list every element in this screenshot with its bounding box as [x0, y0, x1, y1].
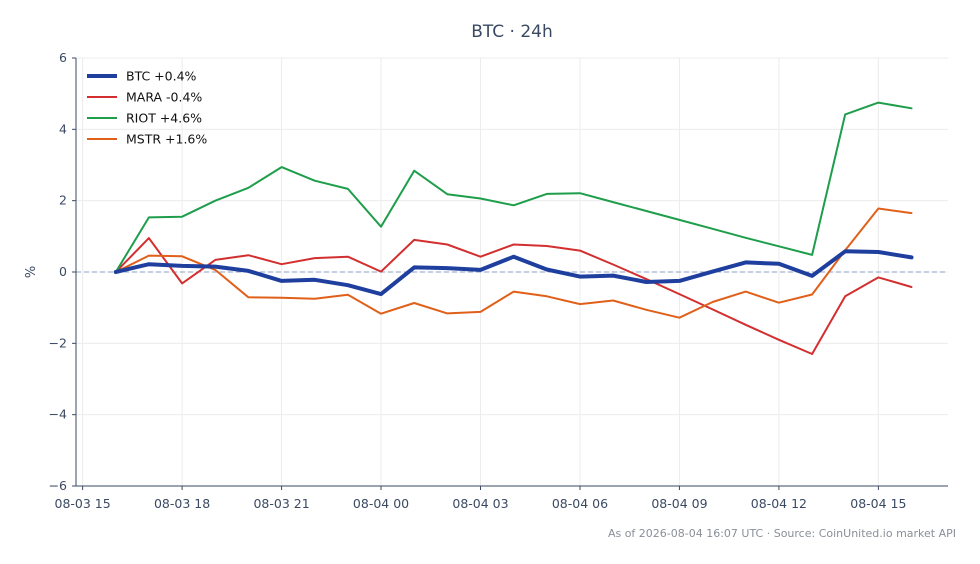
x-tick-label: 08-04 12	[751, 496, 807, 511]
chart-title: BTC · 24h	[471, 22, 553, 42]
x-tick-label: 08-04 15	[850, 496, 906, 511]
y-tick-label: −2	[49, 335, 67, 350]
legend-label-mara: MARA -0.4%	[126, 90, 202, 105]
gridlines	[76, 57, 948, 487]
y-tick-label: 2	[59, 193, 67, 208]
legend: BTC +0.4% MARA -0.4% RIOT +4.6% MSTR +1.6%	[87, 69, 207, 147]
series-line-mstr	[114, 207, 913, 319]
x-tick-label: 08-04 09	[651, 496, 707, 511]
legend-label-btc: BTC +0.4%	[126, 69, 197, 84]
source-footnote: As of 2026-08-04 16:07 UTC · Source: Coi…	[608, 527, 956, 540]
y-axis-label: %	[24, 266, 39, 278]
x-tick-label: 08-03 21	[253, 496, 309, 511]
y-tick-label: −4	[49, 407, 67, 422]
x-tick-label: 08-04 00	[353, 496, 409, 511]
tick-labels: 6 4 2 0 −2 −4 −6 08-03 15 08-03 18 08-03 21 08-04 …	[49, 50, 907, 511]
y-tick-label: 4	[59, 121, 67, 136]
series-line-btc	[113, 249, 914, 297]
y-tick-label: 0	[59, 264, 67, 279]
legend-label-riot: RIOT +4.6%	[126, 111, 202, 126]
series-lines	[113, 101, 914, 355]
series-line-riot	[114, 101, 913, 273]
x-tick-label: 08-04 06	[552, 496, 608, 511]
axes	[72, 57, 948, 490]
legend-label-mstr: MSTR +1.6%	[126, 132, 207, 147]
y-tick-label: −6	[49, 478, 67, 493]
series-line-mara	[114, 237, 913, 355]
x-tick-label: 08-03 18	[154, 496, 210, 511]
x-tick-label: 08-03 15	[55, 496, 111, 511]
y-tick-label: 6	[59, 50, 67, 65]
x-tick-label: 08-04 03	[452, 496, 508, 511]
